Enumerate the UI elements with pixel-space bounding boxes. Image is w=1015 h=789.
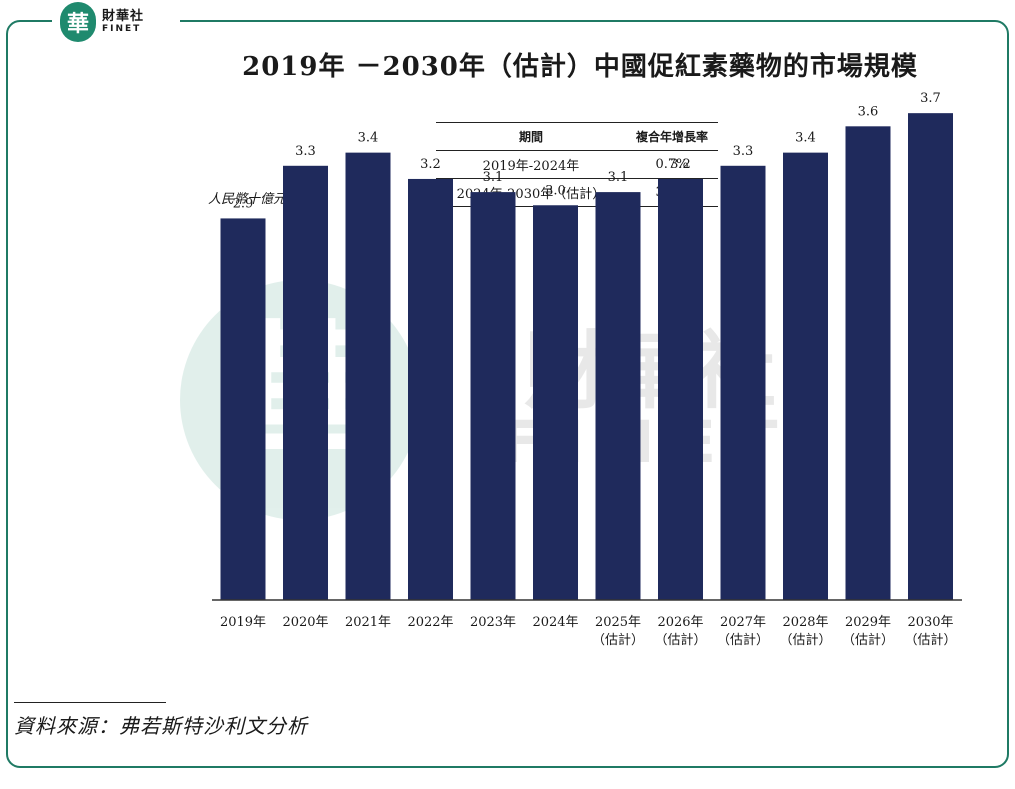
cagr-row: 2019年-2024年 0.7% (436, 151, 718, 179)
bar (408, 178, 453, 600)
cagr-header-rate: 複合年增長率 (635, 130, 708, 144)
x-tick-label: （估計） (717, 632, 769, 648)
bar-value-label: 3.2 (420, 157, 441, 172)
bar-value-label: 3.1 (483, 170, 504, 185)
bar (283, 165, 328, 600)
logo-chinese-name: 財華社 (102, 9, 145, 24)
x-tick-label: 2021年 (345, 615, 391, 630)
x-tick-label: 2022年 (407, 615, 453, 630)
bar (658, 178, 703, 600)
cagr-header-period: 期間 (518, 130, 543, 144)
x-tick-label: （估計） (654, 632, 706, 648)
chart-frame (6, 20, 1009, 768)
logo-english-name: FINET (102, 24, 142, 34)
source-divider (14, 702, 166, 703)
logo-emblem: 華 (60, 2, 96, 42)
bar-value-label: 3.4 (358, 131, 379, 146)
x-tick-label: 2025年 (595, 615, 641, 630)
source-note: 資料來源：弗若斯特沙利文分析 (14, 714, 308, 738)
bar-value-label: 2.9 (233, 196, 254, 211)
bar (845, 126, 891, 600)
bar (783, 152, 828, 600)
x-tick-label: （估計） (842, 632, 894, 648)
bar (908, 113, 953, 600)
bar (220, 218, 266, 600)
x-tick-label: 2030年 (907, 615, 953, 630)
bar (595, 192, 641, 600)
x-tick-label: （估計） (904, 632, 956, 648)
cagr-header-row: 期間 複合年增長率 (436, 122, 718, 151)
y-unit-label: 人民幣十億元 (208, 192, 287, 207)
bar-value-label: 3.6 (858, 104, 879, 119)
bar (533, 205, 578, 600)
bar-value-label: 3.3 (295, 144, 316, 159)
x-tick-label: （估計） (779, 632, 831, 648)
bar-value-label: 3.4 (795, 131, 816, 146)
bar-value-label: 3.1 (608, 170, 629, 185)
bar (470, 192, 516, 600)
x-tick-label: 2020年 (282, 615, 328, 630)
x-tick-label: 2028年 (782, 615, 828, 630)
x-tick-label: 2026年 (657, 615, 703, 630)
bar-value-label: 3.2 (670, 157, 691, 172)
x-tick-label: 2023年 (470, 615, 516, 630)
bar (345, 152, 391, 600)
x-tick-label: 2024年 (532, 615, 578, 630)
finet-logo: 華 財華社 FINET (52, 0, 180, 44)
x-tick-label: 2029年 (845, 615, 891, 630)
bar-series: 2.9 2019年 3.3 2020年 3.4 2021年 3.2 2022年 3.1 2023年… (220, 91, 957, 648)
bar-value-label: 3.3 (733, 144, 754, 159)
bar (720, 165, 766, 600)
x-tick-label: （估計） (592, 632, 644, 648)
x-tick-label: 2027年 (720, 615, 766, 630)
bar-value-label: 3.0 (545, 183, 566, 198)
bar-value-label: 3.7 (920, 91, 941, 106)
chart-title: 2019年 －2030年（估計）中國促紅素藥物的市場規模 (242, 52, 918, 82)
cagr-rate: 0.7% (655, 157, 689, 172)
cagr-period: 2019年-2024年 (482, 159, 580, 174)
x-tick-label: 2019年 (220, 615, 266, 630)
